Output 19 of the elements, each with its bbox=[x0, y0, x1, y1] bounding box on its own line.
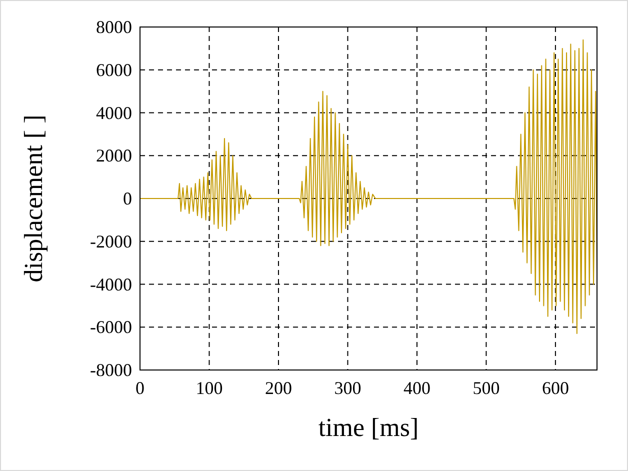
y-tick-label: 4000 bbox=[96, 102, 132, 123]
y-tick-label: 2000 bbox=[96, 146, 132, 166]
y-tick-label: -2000 bbox=[90, 231, 132, 252]
x-tick-label: 100 bbox=[196, 378, 223, 398]
x-tick-label: 400 bbox=[403, 378, 430, 398]
x-tick-label: 300 bbox=[334, 378, 362, 398]
y-tick-label: -8000 bbox=[90, 360, 132, 380]
y-tick-label: 0 bbox=[123, 188, 132, 208]
y-tick-label: 8000 bbox=[96, 17, 132, 37]
x-tick-label: 200 bbox=[264, 378, 292, 398]
y-tick-label: -6000 bbox=[90, 317, 132, 338]
x-axis-title: time [ms] bbox=[318, 413, 419, 442]
x-tick-label: 600 bbox=[542, 378, 569, 398]
line-series bbox=[140, 39, 598, 334]
y-tick-label: 6000 bbox=[96, 60, 132, 80]
x-tick-label: 0 bbox=[136, 378, 144, 398]
y-axis-title: displacement [ ] bbox=[19, 114, 48, 282]
x-tick-label: 500 bbox=[472, 378, 500, 398]
y-tick-label: -4000 bbox=[90, 274, 132, 294]
